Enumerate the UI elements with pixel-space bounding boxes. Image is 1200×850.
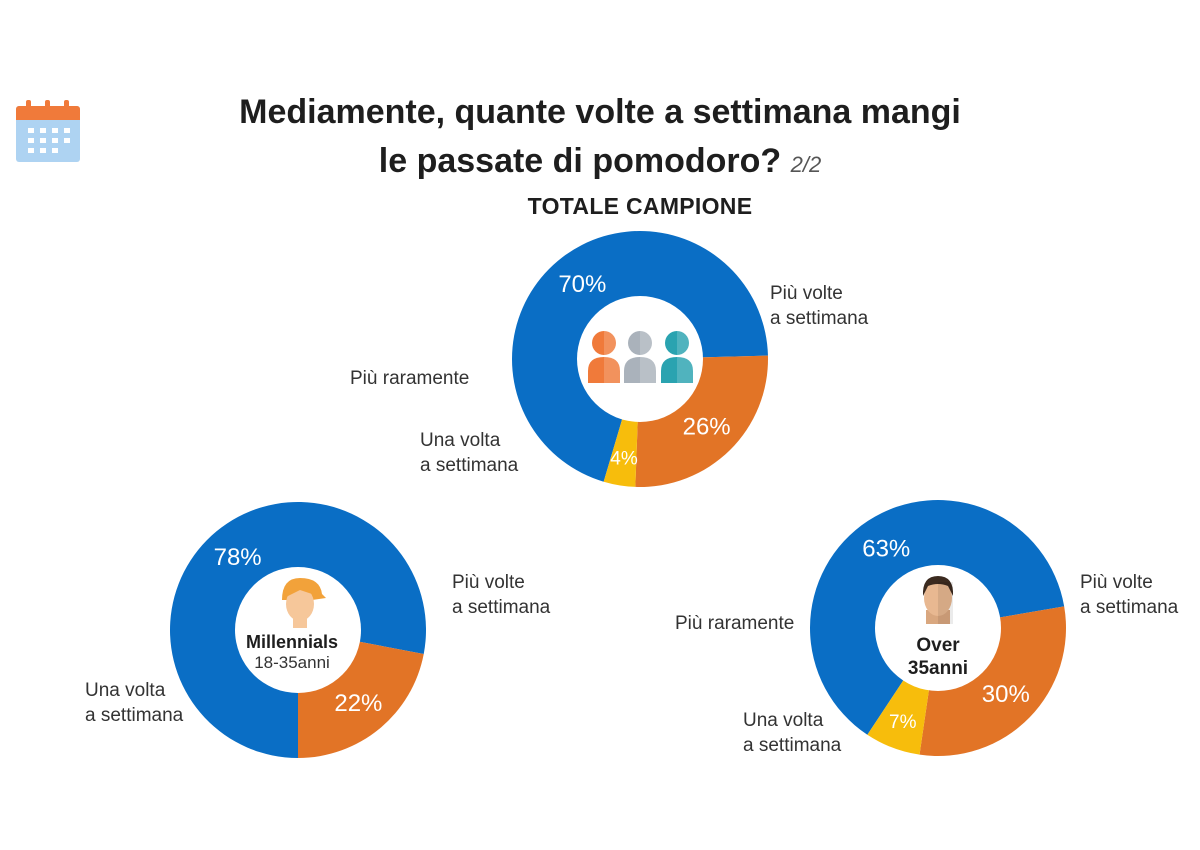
adult-man-icon xyxy=(922,576,954,624)
data-label-7pct: 7% xyxy=(889,712,917,733)
people-group-icon xyxy=(588,331,693,383)
label-una-volta-totale: Una volta a settimana xyxy=(420,430,519,476)
young-person-icon xyxy=(282,578,326,628)
label-piu-volte-over: Più volte a settimana xyxy=(1080,572,1179,618)
chart-title-totale: TOTALE CAMPIONE xyxy=(527,193,753,219)
label-una-volta-millennials: Una volta a settimana xyxy=(85,680,184,726)
data-label-30pct: 30% xyxy=(982,681,1030,708)
page-indicator: 2/2 xyxy=(790,152,822,177)
calendar-icon xyxy=(16,100,80,162)
donut-chart-2: 78% 22% xyxy=(169,502,426,758)
page-title: Mediamente, quante volte a settimana man… xyxy=(239,93,961,131)
data-label-78pct: 78% xyxy=(214,544,262,571)
page-title-second-part: le passate di pomodoro? xyxy=(378,142,782,180)
person-orange-icon xyxy=(588,331,620,383)
data-label-63pct: 63% xyxy=(862,536,910,563)
donut-hole xyxy=(875,565,1001,691)
label-piu-volte-totale: Più volte a settimana xyxy=(770,283,869,329)
center-label-over: Over 35anni xyxy=(907,635,969,679)
label-piu-raramente-over: Più raramente xyxy=(675,613,795,634)
donut-chart-1: 70% 26% 4% xyxy=(512,231,768,487)
donut-chart-3: 63% 30% 7% xyxy=(809,499,1066,756)
page-title-line2: le passate di pomodoro? 2/2 xyxy=(0,141,1200,185)
person-gray-icon xyxy=(624,331,656,383)
data-label-22pct: 22% xyxy=(334,690,382,717)
label-una-volta-over: Una volta a settimana xyxy=(743,710,842,756)
label-piu-raramente-totale: Più raramente xyxy=(350,368,470,389)
person-teal-icon xyxy=(661,331,693,383)
label-piu-volte-millennials: Più volte a settimana xyxy=(452,572,551,618)
data-label-70pct: 70% xyxy=(558,271,606,298)
center-label-millennials: Millennials 18-35anni xyxy=(245,632,339,672)
data-label-26pct: 26% xyxy=(683,413,731,440)
data-label-4pct: 4% xyxy=(610,448,638,469)
donut-hole xyxy=(235,567,361,693)
